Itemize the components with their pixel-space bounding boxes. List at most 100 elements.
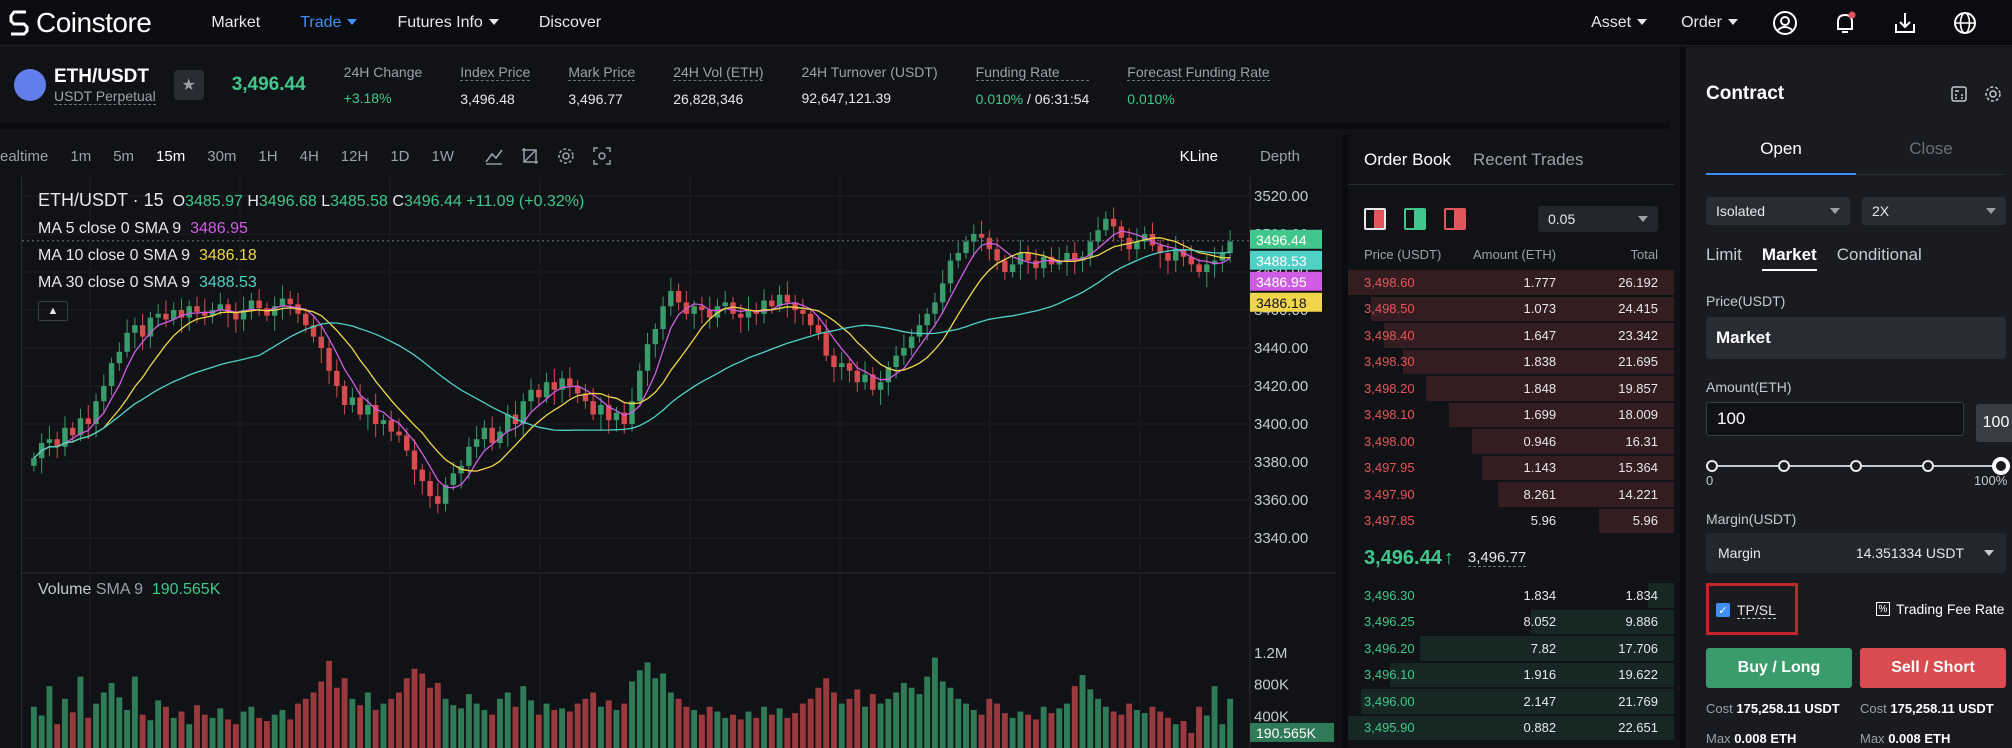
ma-line-30 (33, 249, 1231, 459)
margin-select[interactable]: Margin 14.351334 USDT (1706, 533, 2006, 573)
volume-bar (745, 711, 752, 748)
nav-trade[interactable]: Trade (300, 14, 358, 32)
ask-total: 21.695 (1618, 354, 1658, 370)
draw-tool-icon[interactable] (520, 146, 540, 166)
nav-asset[interactable]: Asset (1591, 14, 1648, 32)
volume-bar (411, 668, 418, 748)
tf-30m[interactable]: 30m (207, 147, 237, 165)
brand-logo[interactable]: Coinstore (8, 7, 152, 39)
ask-row[interactable]: 3,497.95 1.143 15.364 (1348, 455, 1674, 482)
volume-bar (1141, 713, 1148, 748)
indicator-line-icon[interactable] (484, 146, 504, 166)
tpsl-checkbox[interactable]: ✓ (1716, 603, 1730, 617)
volume-sma-value: 190.565K (151, 581, 221, 598)
price-tag-bg (1250, 250, 1322, 270)
trading-fee-rate[interactable]: % Trading Fee Rate (1876, 601, 2004, 617)
settings-icon[interactable] (1984, 85, 2002, 103)
ask-row[interactable]: 3,498.30 1.838 21.695 (1348, 349, 1674, 376)
tf-5m[interactable]: 5m (113, 147, 135, 165)
download-icon[interactable] (1892, 10, 1918, 36)
slider-stop-25[interactable] (1778, 460, 1790, 472)
buy-long-button[interactable]: Buy / Long (1706, 648, 1852, 688)
ask-depth-bar (1426, 376, 1674, 401)
ask-row[interactable]: 3,497.85 5.96 5.96 (1348, 508, 1674, 535)
bid-amount: 8.052 (1523, 614, 1557, 630)
sell-short-button[interactable]: Sell / Short (1860, 648, 2006, 688)
ask-row[interactable]: 3,498.50 1.073 24.415 (1348, 296, 1674, 323)
tf-1h[interactable]: 1H (258, 147, 278, 165)
slider-stop-0[interactable] (1706, 460, 1718, 472)
ask-row[interactable]: 3,498.20 1.848 19.857 (1348, 375, 1674, 402)
volume-bar (46, 686, 53, 748)
tab-limit[interactable]: Limit (1706, 245, 1742, 264)
slider-handle[interactable] (1992, 457, 2010, 475)
volume-bar (877, 703, 884, 748)
bid-row[interactable]: 3,495.90 0.882 22.651 (1348, 715, 1674, 742)
nav-futures-info[interactable]: Futures Info (397, 14, 499, 32)
volume-bar (667, 692, 674, 748)
ask-row[interactable]: 3,498.40 1.647 23.342 (1348, 322, 1674, 349)
view-bids-icon[interactable] (1404, 208, 1426, 230)
nav-order[interactable]: Order (1681, 14, 1738, 32)
tab-close[interactable]: Close (1856, 139, 2006, 175)
screenshot-icon[interactable] (592, 146, 612, 166)
price-chart[interactable]: 3520.003500.003480.003460.003440.003420.… (0, 177, 1336, 748)
volume-bar (924, 676, 931, 748)
tf-15m[interactable]: 15m (156, 147, 186, 165)
ma5-legend: MA 5 close 0 SMA 9 3486.95 (38, 220, 584, 238)
volume-bar (768, 714, 775, 748)
tab-market[interactable]: Market (1761, 245, 1817, 271)
legend-collapse-button[interactable]: ▲ (38, 301, 68, 321)
settings-gear-icon[interactable] (556, 146, 576, 166)
chevron-down-icon (1728, 19, 1738, 25)
ask-row[interactable]: 3,497.90 8.261 14.221 (1348, 481, 1674, 508)
amount-input[interactable]: 100 (1706, 402, 1964, 436)
volume-bar (1165, 717, 1171, 748)
drawing-tools-sidebar[interactable] (0, 177, 22, 748)
nav-discover[interactable]: Discover (538, 13, 602, 31)
view-asks-icon[interactable] (1444, 208, 1466, 230)
tab-open[interactable]: Open (1706, 139, 1856, 175)
tf-1w[interactable]: 1W (431, 147, 455, 165)
tf-1d[interactable]: 1D (390, 147, 410, 165)
slider-stop-50[interactable] (1850, 460, 1862, 472)
ask-total: 16.31 (1625, 433, 1658, 449)
tf-realtime[interactable]: ealtime (0, 147, 49, 165)
bid-row[interactable]: 3,496.00 2.147 21.769 (1348, 688, 1674, 715)
bid-row[interactable]: 3,496.30 1.834 1.834 (1348, 582, 1674, 609)
tf-12h[interactable]: 12H (340, 147, 369, 165)
tab-recent-trades[interactable]: Recent Trades (1472, 149, 1584, 169)
candle (93, 401, 99, 424)
tf-1m[interactable]: 1m (70, 147, 92, 165)
bid-row[interactable]: 3,496.25 8.052 9.886 (1348, 609, 1674, 636)
amount-slider[interactable] (1706, 457, 2010, 475)
view-both-icon[interactable] (1364, 208, 1386, 230)
price-input[interactable]: Market (1706, 317, 2006, 359)
tab-conditional[interactable]: Conditional (1836, 245, 1922, 264)
bid-row[interactable]: 3,496.10 1.916 19.622 (1348, 662, 1674, 689)
slider-stop-75[interactable] (1922, 460, 1934, 472)
tab-order-book[interactable]: Order Book (1364, 149, 1451, 169)
stat-value: 0.010% (975, 90, 1024, 107)
ask-row[interactable]: 3,498.60 1.777 26.192 (1348, 269, 1674, 296)
view-kline-tab[interactable]: KLine (1179, 147, 1218, 165)
mid-mark-price[interactable]: 3,496.77 (1467, 549, 1527, 567)
tf-4h[interactable]: 4H (299, 147, 319, 165)
margin-mode-select[interactable]: Isolated (1706, 197, 1850, 225)
favorite-star-icon[interactable]: ★ (173, 70, 204, 100)
leverage-select[interactable]: 2X (1862, 197, 2006, 225)
volume-bar (1172, 724, 1179, 748)
pair-selector[interactable]: ETH/USDT USDT Perpetual (0, 66, 156, 105)
view-depth-tab[interactable]: Depth (1259, 147, 1300, 165)
bell-icon[interactable] (1832, 10, 1858, 36)
globe-icon[interactable] (1952, 10, 1978, 36)
precision-select[interactable]: 0.05 (1538, 206, 1658, 232)
nav-market[interactable]: Market (211, 13, 261, 31)
bid-row[interactable]: 3,496.20 7.82 17.706 (1348, 635, 1674, 662)
candle (815, 325, 822, 333)
calculator-icon[interactable] (1950, 85, 1968, 103)
tpsl-label[interactable]: TP/SL (1737, 602, 1776, 619)
ask-row[interactable]: 3,498.10 1.699 18.009 (1348, 402, 1674, 429)
user-icon[interactable] (1772, 10, 1798, 36)
ask-row[interactable]: 3,498.00 0.946 16.31 (1348, 428, 1674, 455)
